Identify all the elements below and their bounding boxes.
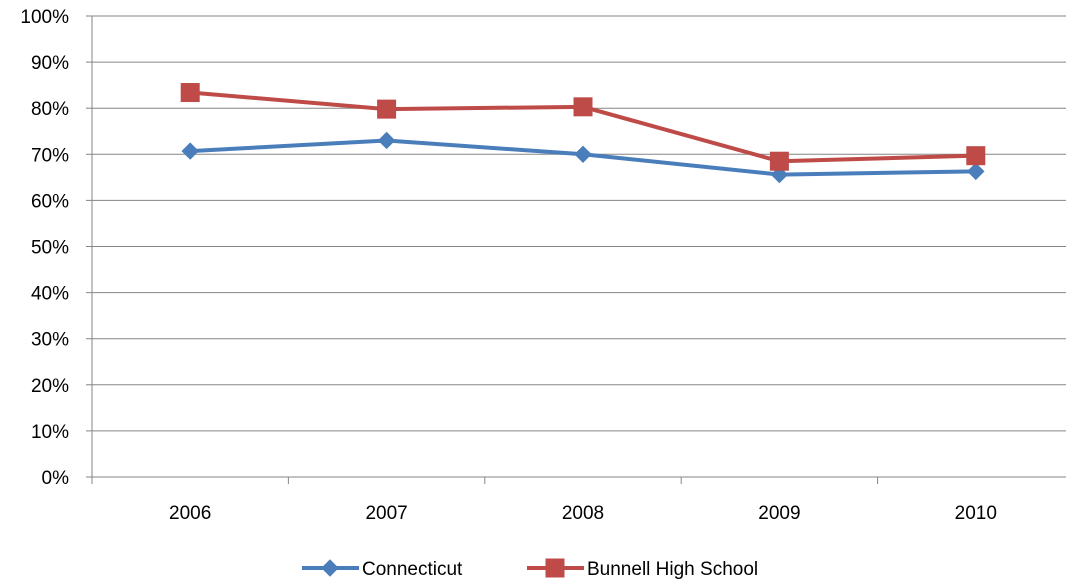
legend-label: Bunnell High School (587, 559, 758, 580)
diamond-marker (181, 142, 199, 160)
y-tick-label: 100% (20, 7, 69, 28)
legend-item: Connecticut (302, 559, 463, 580)
y-tick-label: 90% (31, 53, 69, 74)
y-tick-label: 20% (31, 376, 69, 397)
y-tick-label: 70% (31, 145, 69, 166)
legend-square-marker (545, 558, 565, 578)
x-tick-label: 2009 (758, 503, 800, 524)
legend-item: Bunnell High School (527, 558, 758, 580)
series-bunnell-high-school (180, 83, 986, 171)
y-tick-label: 60% (31, 191, 69, 212)
legend: Connecticut Bunnell High School (302, 558, 758, 580)
x-tick-label: 2007 (365, 503, 407, 524)
y-tick-label: 50% (31, 238, 69, 259)
square-marker (377, 99, 397, 119)
legend-label: Connecticut (362, 559, 463, 580)
legend-diamond-marker (321, 559, 339, 577)
diamond-marker (574, 145, 592, 164)
x-tick-label: 2006 (169, 503, 211, 524)
axes (91, 16, 1066, 478)
y-tick-label: 10% (31, 422, 69, 443)
square-marker (573, 97, 593, 117)
y-tick-label: 40% (31, 284, 69, 305)
y-tick-label: 30% (31, 330, 69, 351)
y-tick-labels: 0% 10% 20% 30% 40% 50% 60% 70% 80% 90% 100% (20, 7, 69, 489)
y-tick-label: 0% (42, 468, 70, 489)
square-marker (966, 146, 986, 166)
diamond-marker (967, 162, 985, 181)
gridlines (86, 15, 1066, 484)
square-marker (180, 83, 200, 103)
y-tick-label: 80% (31, 99, 69, 120)
x-tick-label: 2010 (955, 503, 997, 524)
square-marker (769, 151, 789, 171)
series-group (180, 83, 986, 184)
diamond-marker (377, 131, 396, 150)
x-tick-labels: 2006 2007 2008 2009 2010 (169, 503, 997, 524)
x-tick-label: 2008 (562, 503, 604, 524)
